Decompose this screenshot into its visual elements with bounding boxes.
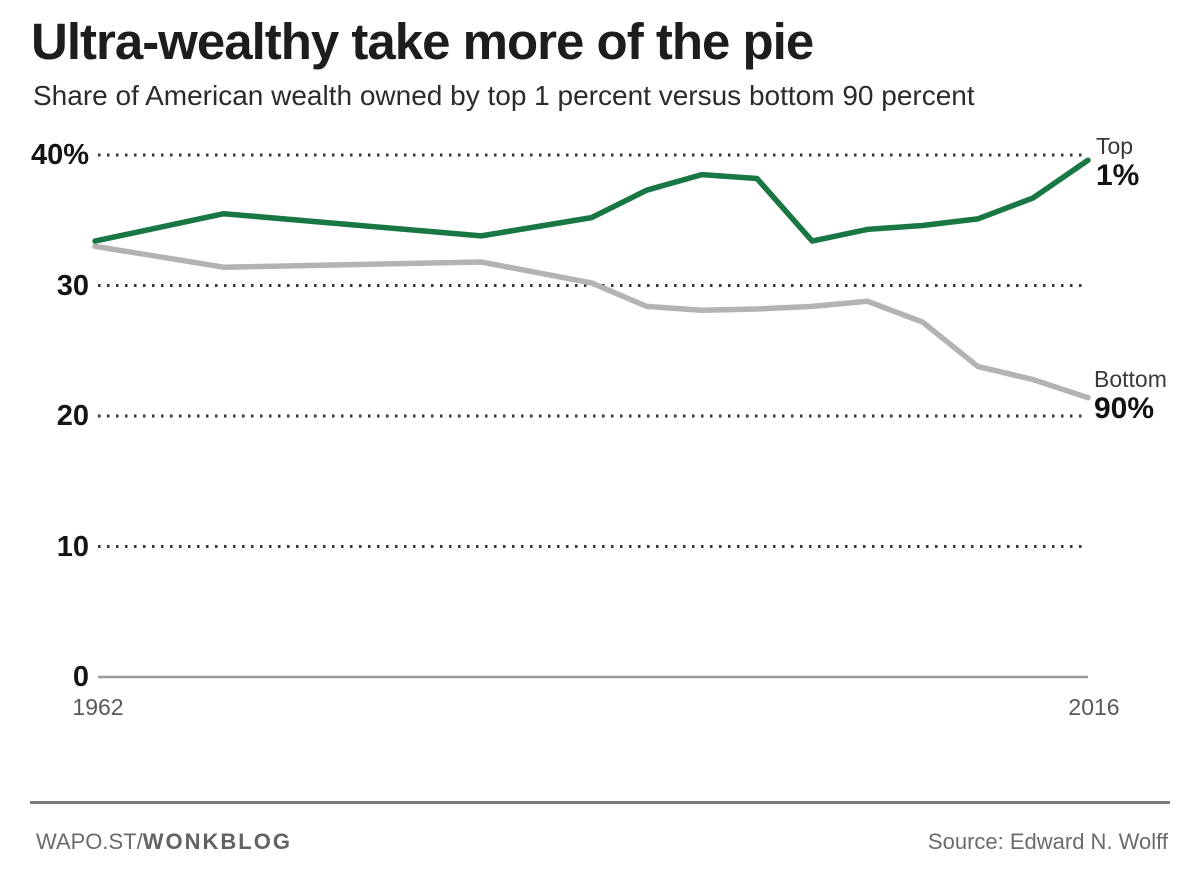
series-line-top-1- <box>92 157 1091 244</box>
series-label-top-value: 1% <box>1096 159 1140 192</box>
y-tick-label-10: 10 <box>56 530 89 563</box>
y-tick-label-20: 20 <box>56 400 89 432</box>
page-subtitle: Share of American wealth owned by top 1 … <box>33 80 975 111</box>
source-credit: Source: Edward N. Wolff <box>927 829 1168 854</box>
y-tick-label-40: 40% <box>30 139 89 171</box>
series-label-bottom-90-percent: Bottom 90% <box>1094 366 1167 425</box>
footer-brand: WAPO.ST/WONKBLOG <box>36 829 292 855</box>
footer-divider <box>30 801 1170 804</box>
series-label-top-word: Top <box>1096 133 1134 159</box>
series-label-bottom-value: 90% <box>1094 392 1155 425</box>
footer-brand-wonkblog: WONKBLOG <box>142 829 292 854</box>
x-tick-label-1962: 1962 <box>72 694 124 720</box>
series-label-bottom-word: Bottom <box>1094 366 1167 392</box>
footer-brand-domain: WAPO.ST/ <box>36 829 143 854</box>
series-label-top-1-percent: Top 1% <box>1096 133 1139 192</box>
x-tick-label-2016: 2016 <box>1068 694 1120 720</box>
y-tick-label-0: 0 <box>72 661 89 693</box>
y-tick-label-30: 30 <box>56 269 89 302</box>
page-title: Ultra-wealthy take more of the pie <box>31 13 814 70</box>
series-line-bottom-90- <box>92 243 1091 401</box>
